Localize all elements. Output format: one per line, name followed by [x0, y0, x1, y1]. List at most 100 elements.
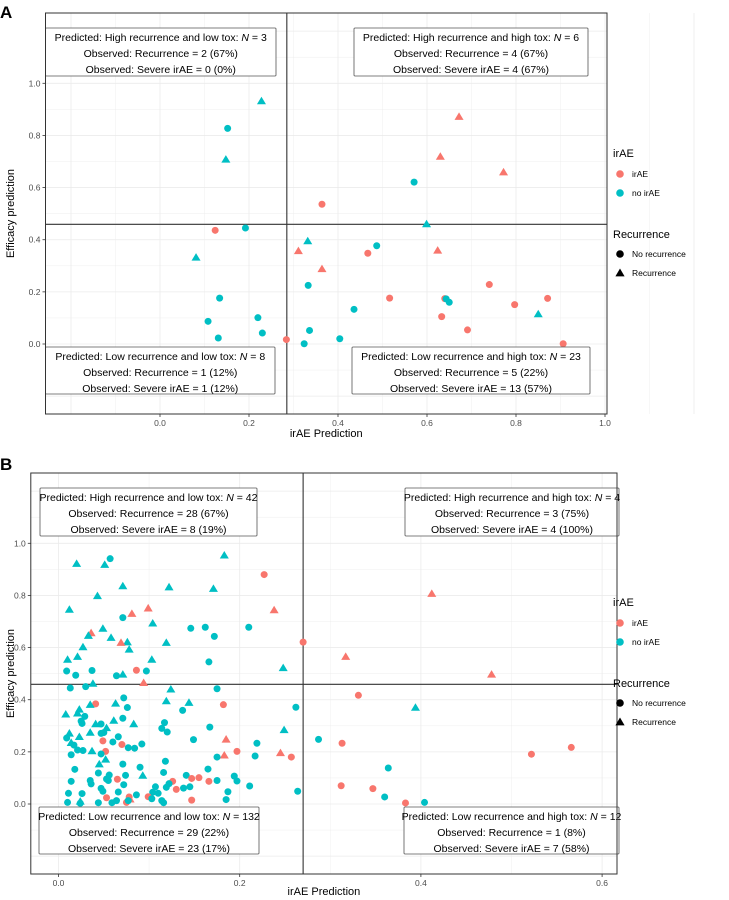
data-point-circle	[97, 750, 105, 758]
data-point-circle	[410, 178, 418, 186]
data-point-triangle	[122, 637, 132, 646]
data-point-circle	[179, 706, 187, 714]
data-point-circle	[206, 723, 214, 731]
data-point-triangle	[63, 655, 73, 663]
data-point-circle	[214, 334, 222, 342]
plot-border	[45, 12, 608, 415]
annotation-severe-irae: Observed: Severe irAE = 7 (58%)	[433, 843, 589, 855]
data-point-circle	[201, 623, 209, 631]
y-tick-label: 0.0	[14, 799, 26, 809]
data-point-triangle	[73, 652, 83, 660]
data-point-triangle	[184, 698, 194, 706]
data-point-circle	[187, 624, 195, 632]
data-point-triangle	[64, 605, 74, 613]
data-point-triangle	[221, 155, 231, 163]
y-tick-label: 0.8	[29, 130, 41, 140]
data-point-triangle	[73, 708, 83, 717]
panel-b: B Predicted: High recurrence and low tox:…	[0, 455, 686, 898]
y-tick-label: 1.0	[29, 78, 41, 88]
legend-shape-label: Recurrence	[632, 717, 676, 727]
data-point-circle	[373, 242, 381, 250]
data-point-triangle	[98, 624, 108, 632]
data-point-circle	[161, 719, 169, 727]
data-point-triangle	[275, 748, 285, 757]
data-point-circle	[254, 314, 262, 322]
annotation-n-symbol: N	[241, 32, 249, 44]
data-point-circle	[72, 671, 80, 679]
data-point-circle	[222, 796, 230, 804]
data-point-triangle	[533, 309, 543, 318]
data-point-circle	[251, 752, 259, 760]
data-point-circle	[132, 666, 140, 674]
data-point-circle	[124, 797, 132, 805]
data-point-circle	[188, 796, 196, 804]
data-point-triangle	[124, 645, 134, 653]
data-point-triangle	[118, 670, 128, 678]
legend: irAE irAE no irAE Recurrence No recurrence Re…	[613, 148, 686, 278]
data-point-circle	[119, 614, 127, 622]
data-point-circle	[204, 317, 212, 325]
x-tick-label: 0.2	[234, 878, 246, 888]
annotation-prefix: Predicted: High recurrence and high tox:	[363, 32, 554, 44]
annotation-predicted: Predicted: Low recurrence and high tox: …	[402, 811, 622, 823]
annotation-predicted: Predicted: High recurrence and high tox:…	[404, 492, 620, 504]
data-point-circle	[76, 799, 84, 807]
data-point-triangle	[88, 679, 98, 687]
data-point-circle	[253, 739, 261, 747]
data-point-circle	[148, 795, 156, 803]
legend-shape-label: No recurrence	[632, 698, 686, 708]
data-point-triangle	[293, 246, 303, 255]
data-point-circle	[87, 780, 95, 788]
annotation-severe-irae: Observed: Severe irAE = 0 (0%)	[86, 64, 236, 76]
legend-color-title: irAE	[613, 597, 634, 609]
data-point-circle	[64, 789, 72, 797]
data-point-triangle	[454, 112, 464, 120]
data-point-circle	[210, 632, 218, 640]
data-point-circle	[204, 765, 212, 773]
annotation-prefix: Predicted: High recurrence and low tox:	[55, 32, 242, 44]
y-tick-label: 0.2	[14, 747, 26, 757]
data-point-circle	[241, 224, 249, 232]
data-point-circle	[131, 744, 139, 752]
data-point-circle	[163, 728, 171, 736]
data-point-circle	[213, 777, 221, 785]
data-point-circle	[63, 734, 71, 742]
data-point-triangle	[147, 655, 157, 663]
data-point-circle	[160, 799, 168, 807]
annotation-n-symbol: N	[226, 492, 234, 504]
data-point-circle	[103, 794, 111, 802]
annotation-box-top-right	[404, 487, 620, 537]
data-point-circle	[292, 703, 300, 711]
data-point-triangle	[161, 638, 171, 646]
data-point-circle	[386, 294, 394, 302]
data-point-circle	[162, 783, 170, 791]
plot-border	[30, 472, 618, 875]
annotation-prefix: Predicted: High recurrence and high tox:	[404, 492, 595, 504]
data-point-circle	[120, 694, 128, 702]
data-point-triangle	[166, 684, 176, 693]
data-point-triangle	[87, 746, 97, 755]
annotation-box-top-right	[353, 27, 589, 77]
x-tick-label: 0.4	[415, 878, 427, 888]
data-point-circle	[112, 797, 120, 805]
data-point-circle	[132, 791, 140, 799]
legend-shape-label: Recurrence	[632, 268, 676, 278]
data-point-circle	[97, 720, 105, 728]
legend-color-key	[616, 638, 624, 646]
data-point-circle	[99, 737, 107, 745]
data-point-circle	[527, 750, 535, 758]
data-point-circle	[151, 783, 159, 791]
data-point-circle	[66, 684, 74, 692]
data-point-triangle	[74, 732, 84, 740]
data-point-circle	[421, 798, 429, 806]
data-point-triangle	[435, 152, 445, 160]
annotation-n-symbol: N	[223, 811, 231, 823]
data-point-circle	[224, 788, 232, 796]
legend-color-title: irAE	[613, 148, 634, 160]
data-point-circle	[112, 672, 120, 680]
data-point-circle	[364, 249, 372, 257]
y-tick-label: 0.6	[14, 643, 26, 653]
data-point-circle	[287, 753, 295, 761]
legend-color-label: irAE	[632, 169, 648, 179]
x-tick-label: 0.8	[510, 418, 522, 428]
